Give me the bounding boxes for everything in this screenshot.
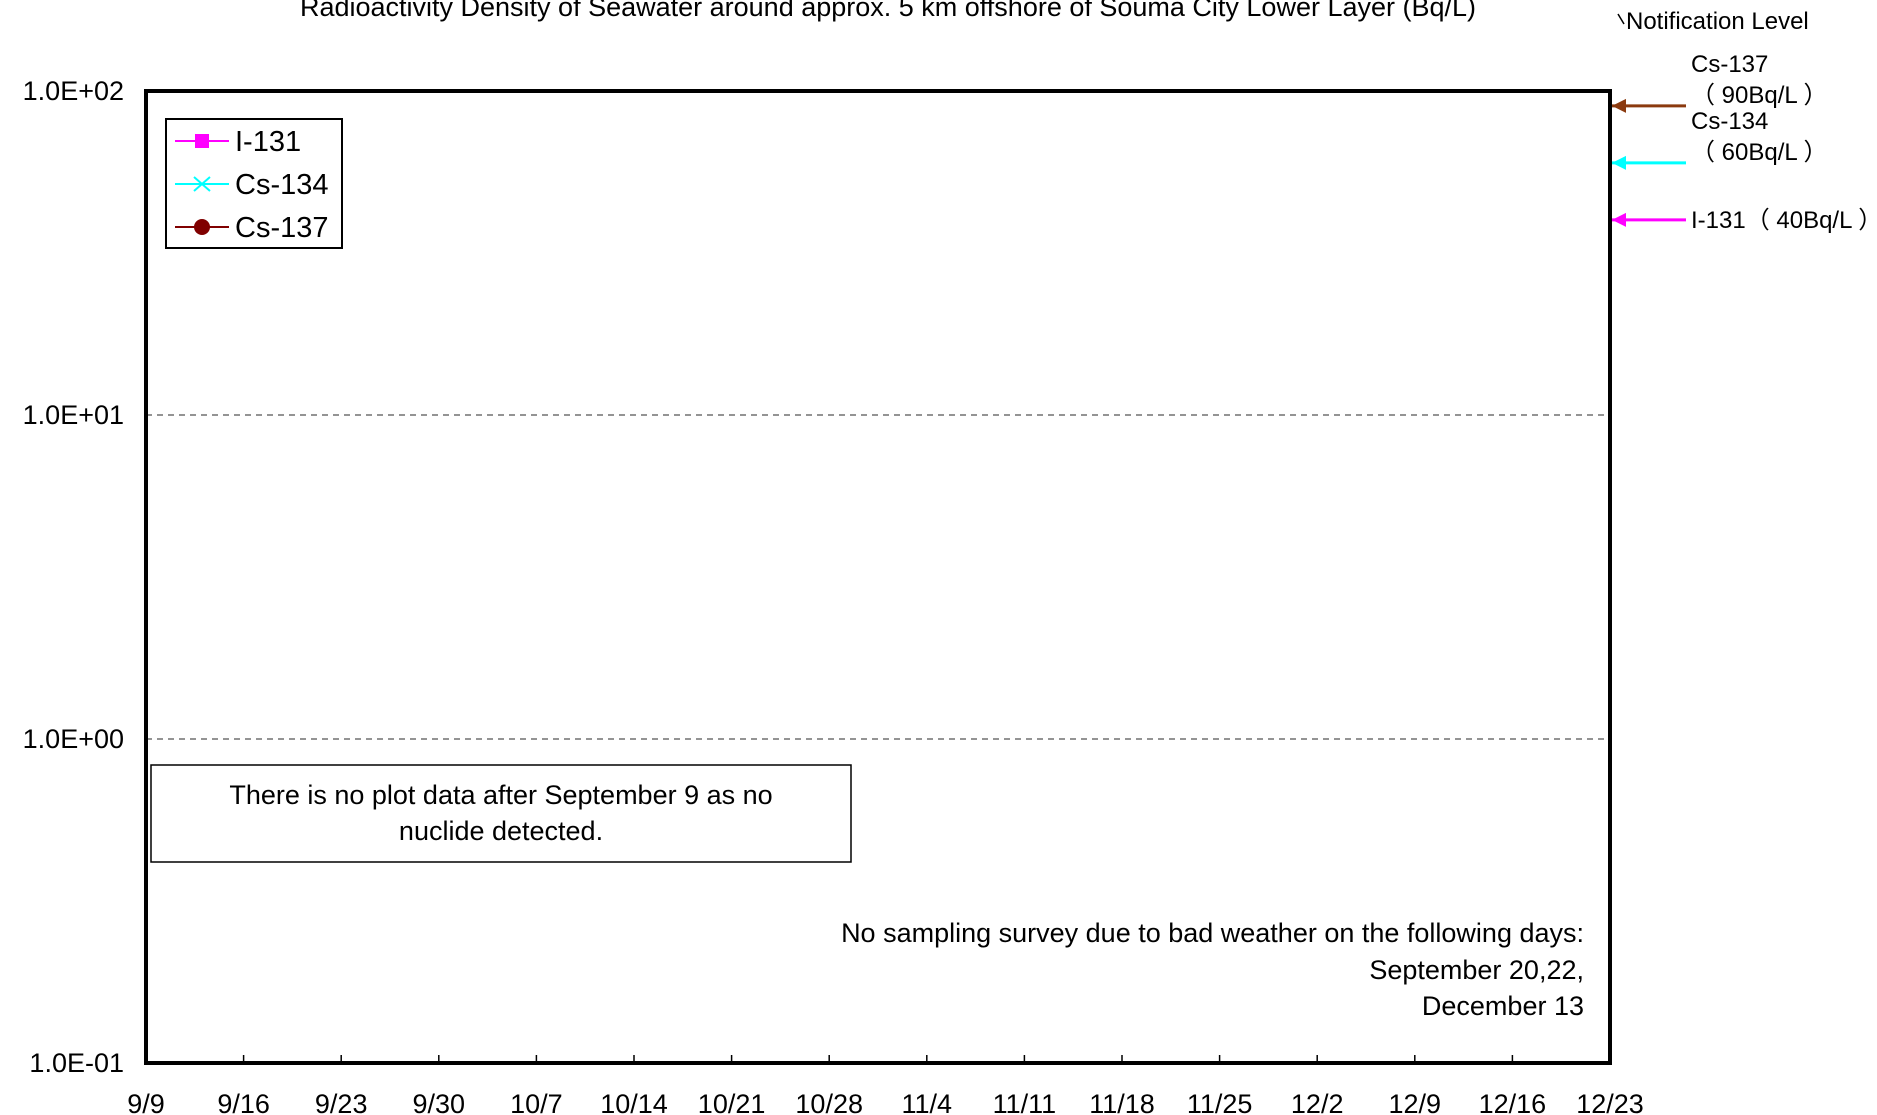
no-sampling-line-1: No sampling survey due to bad weather on… <box>841 918 1584 948</box>
plot-area <box>144 89 1612 1065</box>
legend: I-131 Cs-134 Cs-137 <box>165 118 343 249</box>
x-tick-label: 12/9 <box>1389 1089 1442 1115</box>
notification-limit: （ 60Bq/L ） <box>1691 139 1828 166</box>
notification-nuclide: Cs-137 <box>1691 51 1768 78</box>
notification-limit: （ 90Bq/L ） <box>1691 82 1828 109</box>
x-tick-label: 10/14 <box>600 1089 668 1115</box>
notification-levels: Cs-137 （ 90Bq/L ）Cs-134 （ 60Bq/L ） I-131（ 4… <box>1612 51 1877 234</box>
x-tick-label: 11/25 <box>1187 1089 1253 1115</box>
chart-title: Radioactivity Density of Seawater around… <box>300 0 1476 22</box>
notification-arrowhead <box>1612 155 1626 170</box>
notification-nuclide: Cs-134 <box>1691 108 1768 135</box>
x-tick-label: 9/23 <box>315 1089 368 1115</box>
x-tick-label: 11/4 <box>902 1089 953 1115</box>
legend-label: I-131 <box>235 126 301 158</box>
legend-marker-square <box>195 134 209 148</box>
no-sampling-line-3: December 13 <box>1422 991 1584 1021</box>
no-sampling-note: No sampling survey due to bad weather on… <box>841 918 1584 1021</box>
x-tick-label: 9/16 <box>217 1089 270 1115</box>
no-data-annotation: There is no plot data after September 9 … <box>150 764 852 863</box>
y-tick-label: 1.0E-01 <box>29 1048 124 1078</box>
no-data-box <box>150 764 852 863</box>
x-tick-label: 12/23 <box>1576 1089 1644 1115</box>
grid <box>146 414 1610 740</box>
no-data-line-1: There is no plot data after September 9 … <box>229 780 772 810</box>
no-data-line-2: nuclide detected. <box>399 816 603 846</box>
y-tick-label: 1.0E+02 <box>23 76 124 106</box>
x-tick-label: 10/21 <box>698 1089 766 1115</box>
notification-arrowhead <box>1612 212 1626 227</box>
legend-marker-circle <box>194 219 210 235</box>
notification-level-heading: Notification Level <box>1626 8 1809 35</box>
notification-label: I-131（ 40Bq/L ） <box>1691 207 1877 234</box>
x-tick-label: 9/30 <box>413 1089 466 1115</box>
x-tick-label: 10/7 <box>510 1089 563 1115</box>
y-tick-label: 1.0E+01 <box>23 400 124 430</box>
legend-label: Cs-134 <box>235 169 329 201</box>
notification-arrowhead <box>1612 98 1626 113</box>
y-tick-label: 1.0E+00 <box>23 724 124 754</box>
x-tick-label: 9/9 <box>127 1089 165 1115</box>
legend-marker-x <box>193 176 211 192</box>
x-tick-label: 11/18 <box>1089 1089 1155 1115</box>
y-axis: 1.0E+02 1.0E+01 1.0E+00 1.0E-01 <box>23 76 124 1078</box>
x-tick-label: 12/16 <box>1479 1089 1547 1115</box>
x-axis: 9/9 9/16 9/23 9/30 10/7 10/14 10/21 10/28 11/4 11… <box>127 1055 1644 1115</box>
x-tick-label: 11/11 <box>993 1089 1057 1115</box>
legend-label: Cs-137 <box>235 212 329 244</box>
notification-heading-leader <box>1617 13 1625 25</box>
x-tick-label: 12/2 <box>1291 1089 1344 1115</box>
x-tick-label: 10/28 <box>795 1089 863 1115</box>
no-sampling-line-2: September 20,22, <box>1369 955 1584 985</box>
